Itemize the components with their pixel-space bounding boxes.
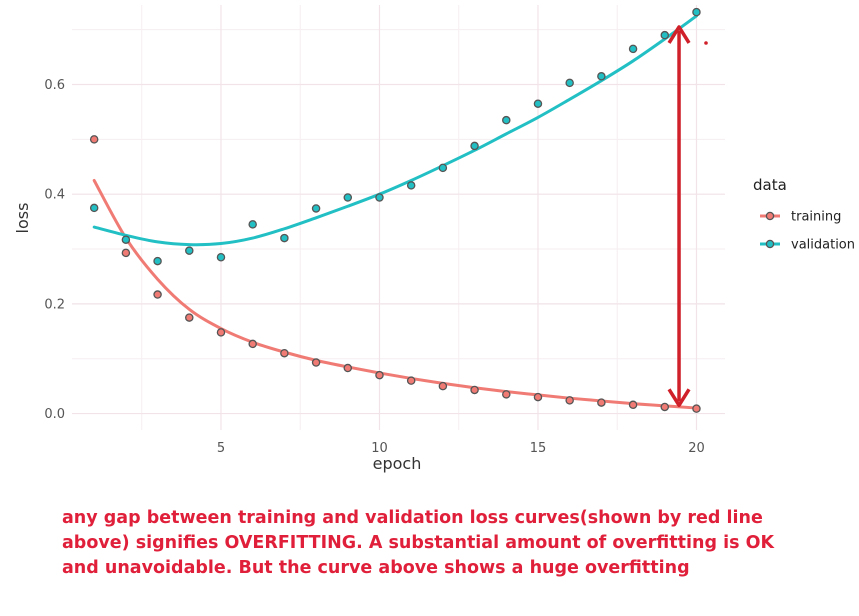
training-point — [153, 290, 162, 299]
training-point — [311, 358, 321, 367]
training-point — [185, 313, 194, 322]
x-tick-label: 20 — [688, 441, 705, 456]
training-point — [216, 328, 226, 337]
gap-arrow-head-bottom — [667, 388, 691, 408]
validation-point — [438, 163, 448, 173]
validation-point — [628, 44, 638, 54]
x-tick-label: 5 — [217, 441, 225, 456]
series-points — [89, 7, 701, 413]
x-axis-title: epoch — [373, 454, 422, 473]
validation-point — [343, 193, 353, 202]
validation-point — [533, 99, 543, 108]
gap-arrow-head-top — [667, 25, 691, 44]
validation-point — [470, 141, 479, 151]
training-point — [438, 381, 448, 391]
x-tick-label: 15 — [530, 441, 547, 456]
training-point — [470, 385, 479, 395]
legend-items: training validation — [760, 210, 855, 253]
legend-label-training: training — [791, 210, 841, 225]
validation-point — [216, 253, 226, 262]
validation-point — [375, 193, 384, 202]
validation-point — [406, 181, 416, 190]
legend-key-point-training — [765, 211, 775, 221]
grid — [72, 5, 725, 430]
red-dot — [704, 41, 708, 45]
validation-point — [185, 246, 194, 255]
validation-point — [692, 7, 701, 17]
y-tick-label: 0.0 — [44, 407, 65, 422]
training-point — [628, 400, 638, 410]
validation-point — [565, 78, 574, 88]
training-point — [406, 376, 416, 385]
validation-point — [89, 203, 99, 213]
gap-annotation — [667, 25, 708, 408]
caption-text: any gap between training and validation … — [62, 508, 775, 578]
training-point — [121, 248, 131, 258]
training-point — [343, 363, 353, 373]
training-point — [692, 404, 701, 413]
validation-point — [121, 235, 131, 244]
validation-smooth-line — [92, 14, 698, 247]
loss-chart: 5 10 15 20 0.0 0.2 0.4 0.6 epoch loss data trai… — [0, 0, 859, 500]
training-point — [533, 392, 543, 402]
legend-key-point-validation — [765, 239, 775, 249]
training-point — [565, 396, 574, 405]
training-point — [89, 135, 99, 144]
validation-point — [280, 233, 289, 243]
validation-point — [311, 204, 321, 213]
legend-label-validation: validation — [791, 238, 855, 253]
training-point — [502, 390, 511, 399]
y-tick-label: 0.2 — [44, 297, 65, 312]
y-tick-label: 0.4 — [44, 188, 65, 203]
validation-point — [502, 115, 511, 125]
training-point — [280, 348, 289, 358]
validation-point — [248, 220, 257, 229]
legend: data training validation — [753, 176, 855, 253]
training-point — [597, 398, 606, 407]
training-point — [375, 370, 384, 380]
validation-point — [597, 72, 606, 81]
x-tick-label: 10 — [371, 441, 388, 456]
validation-point — [660, 30, 670, 40]
training-point — [660, 402, 670, 412]
tick-labels: 5 10 15 20 0.0 0.2 0.4 0.6 — [44, 78, 704, 456]
y-tick-label: 0.6 — [44, 78, 65, 93]
training-point — [248, 339, 257, 349]
y-axis-title: loss — [13, 203, 32, 234]
plot-background — [0, 0, 859, 500]
validation-point — [153, 256, 162, 266]
legend-title: data — [753, 176, 787, 194]
